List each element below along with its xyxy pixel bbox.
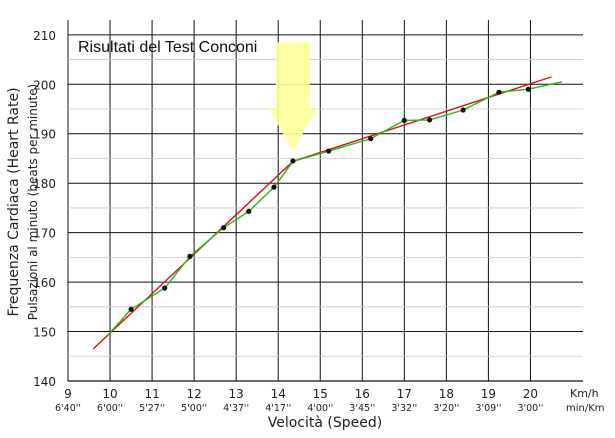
x-tick-label-20: 20 (523, 387, 538, 401)
y-tick-label-170: 170 (33, 227, 56, 241)
data-point-4 (246, 208, 252, 214)
data-point-10 (426, 117, 433, 123)
chart-title: Risultati del Test Conconi (78, 39, 257, 56)
pace-tick-label-10: 3'09'' (475, 403, 501, 414)
x-tick-label-12: 12 (186, 387, 201, 401)
pace-tick-label-8: 3'32'' (391, 403, 417, 414)
pace-tick-label-11: 3'00'' (517, 403, 543, 414)
y-tick-label-200: 200 (33, 78, 56, 92)
data-point-6 (290, 158, 296, 164)
data-points (128, 86, 531, 312)
data-point-8 (368, 136, 374, 142)
fit-line (92, 76, 552, 350)
data-point-7 (326, 148, 332, 154)
axis-tick-labels: 140 150 160 170 180 190 200 210 9 6'40'' 10 6'00'' 1… (33, 29, 543, 414)
chart-lines (92, 76, 563, 350)
data-point-1 (162, 285, 168, 291)
x-tick-label-16: 16 (355, 387, 370, 401)
data-point-11 (460, 107, 466, 113)
deflection-arrow-annotation (268, 42, 317, 152)
y-tick-label-150: 150 (33, 326, 56, 340)
data-point-2 (187, 253, 193, 259)
x-tick-label-15: 15 (313, 387, 328, 401)
y-tick-label-140: 140 (33, 375, 56, 389)
pace-tick-label-9: 3'20'' (433, 403, 459, 414)
pace-tick-label-7: 3'45'' (349, 403, 375, 414)
pace-tick-label-1: 6'00'' (97, 403, 123, 414)
pace-tick-label-0: 6'40'' (55, 403, 81, 414)
pace-tick-label-3: 5'00'' (181, 403, 207, 414)
x-tick-label-18: 18 (439, 387, 454, 401)
pace-tick-label-6: 4'00'' (307, 403, 333, 414)
grid-lines (67, 20, 583, 382)
x-unit-label: Km/h (570, 387, 599, 400)
x-tick-label-13: 13 (229, 387, 244, 401)
x-tick-label-11: 11 (144, 387, 159, 401)
x-tick-label-9: 9 (64, 387, 72, 401)
pace-tick-label-5: 4'17'' (265, 403, 291, 414)
y-tick-label-190: 190 (33, 128, 56, 142)
data-point-13 (525, 86, 531, 92)
data-point-12 (496, 89, 502, 95)
pace-tick-label-4: 4'37'' (223, 403, 249, 414)
y-tick-label-180: 180 (33, 177, 56, 191)
y-axis-sublabel: Pulsazioni al minuto (beats per minute) (26, 84, 40, 320)
x-tick-label-10: 10 (102, 387, 117, 401)
y-axis-label: Frequenza Cardiaca (Heart Rate) (6, 87, 22, 316)
x-tick-label-19: 19 (481, 387, 496, 401)
trend-line (107, 81, 563, 336)
y-tick-label-160: 160 (33, 276, 56, 290)
down-arrow-icon (268, 42, 317, 152)
x-tick-label-14: 14 (271, 387, 286, 401)
data-point-3 (220, 225, 227, 231)
pace-unit-label: min/Km (566, 403, 605, 414)
data-point-0 (128, 306, 134, 312)
data-point-9 (401, 117, 407, 123)
y-tick-label-210: 210 (33, 29, 56, 43)
pace-tick-label-2: 5'27'' (139, 403, 165, 414)
data-point-5 (271, 184, 277, 190)
x-tick-label-17: 17 (397, 387, 412, 401)
x-axis-label: Velocità (Speed) (268, 415, 382, 431)
